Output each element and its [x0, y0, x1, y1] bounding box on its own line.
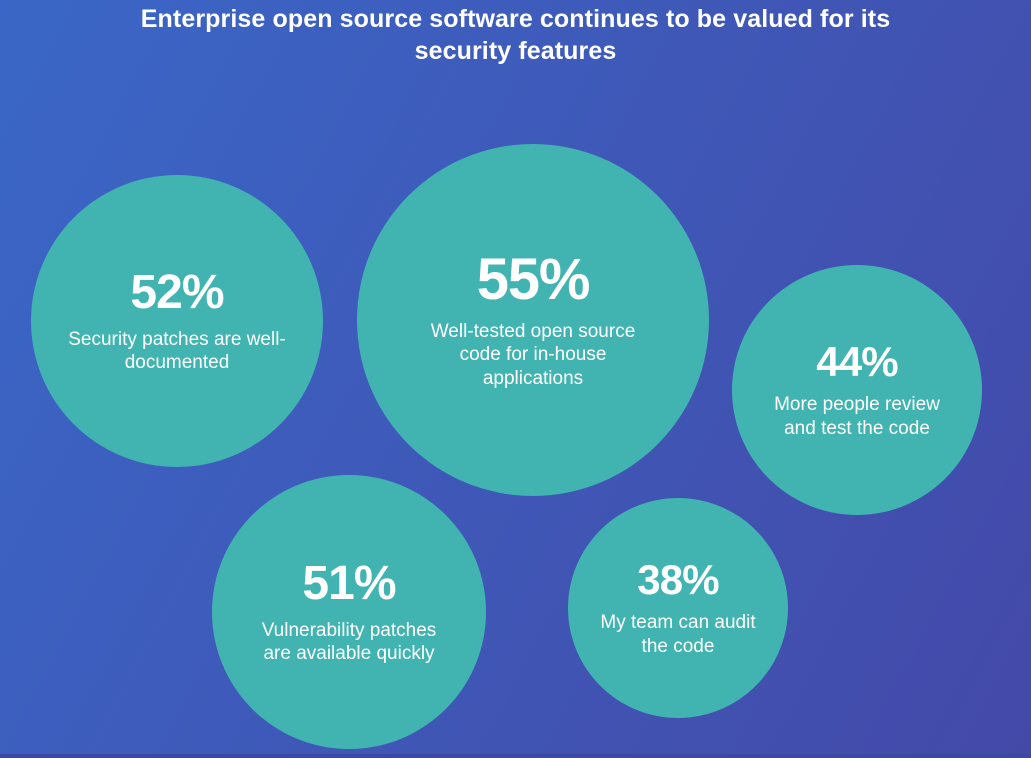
bottom-edge-bar	[0, 754, 1031, 758]
stat-value: 44%	[816, 338, 898, 386]
stat-bubble-38: 38% My team can audit the code	[568, 498, 788, 718]
stat-bubble-51: 51% Vulnerability patches are available q…	[212, 475, 486, 749]
stat-bubble-52: 52% Security patches are well- documented	[31, 175, 323, 467]
stat-value: 51%	[302, 557, 396, 611]
stat-label: My team can audit the code	[600, 612, 756, 657]
stat-label: Well-tested open source code for in-hous…	[430, 321, 636, 389]
stat-label: More people review and test the code	[774, 394, 940, 439]
stat-bubble-44: 44% More people review and test the code	[732, 265, 982, 515]
stat-value: 55%	[476, 247, 591, 313]
stat-bubble-55: 55% Well-tested open source code for in-h…	[357, 144, 709, 496]
stat-value: 52%	[130, 266, 224, 320]
stat-label: Security patches are well- documented	[68, 328, 286, 373]
stat-label: Vulnerability patches are available quic…	[261, 619, 437, 664]
page-title: Enterprise open source software continue…	[140, 5, 891, 65]
stat-value: 38%	[637, 556, 719, 604]
